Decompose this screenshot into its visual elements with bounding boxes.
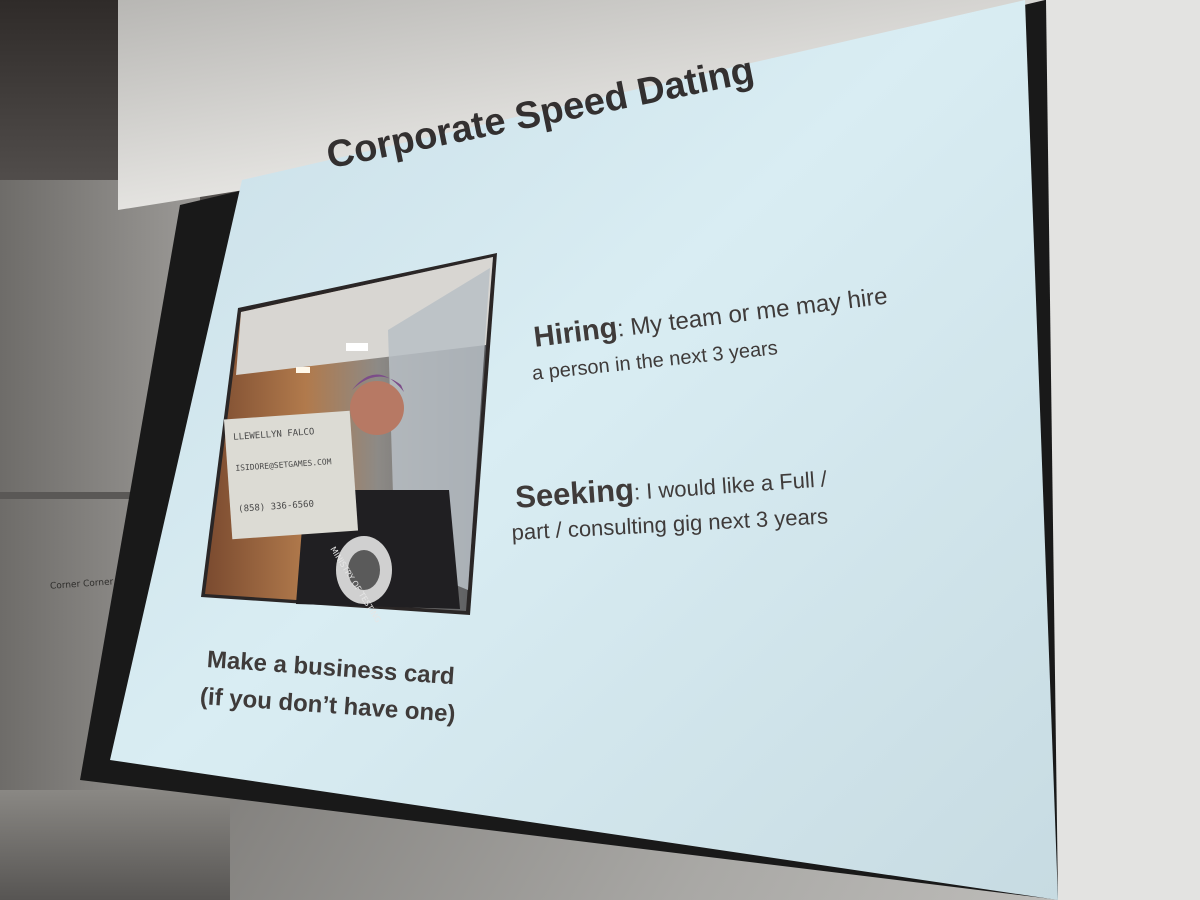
sign-name-text: LLEWELLYN FALCO [232, 427, 315, 443]
slide-background [110, 0, 1058, 900]
photo-person-hair [352, 374, 404, 392]
photo-person-head [350, 381, 404, 435]
seeking-label: Seeking [514, 471, 636, 515]
sign-phone-text: (858) 336-6560 [237, 499, 315, 515]
photo-shirt-logo-inner [348, 550, 380, 590]
photo-business-card-sign: LLEWELLYN FALCO ISIDORE@SETGAMES.COM (85… [223, 410, 359, 540]
photo-light [296, 367, 310, 373]
floor [0, 790, 230, 900]
screen-white-margin [1046, 0, 1200, 900]
photo-light [346, 343, 368, 351]
sign-email-text: ISIDORE@SETGAMES.COM [235, 457, 332, 473]
whiteboard-rail [0, 492, 150, 499]
